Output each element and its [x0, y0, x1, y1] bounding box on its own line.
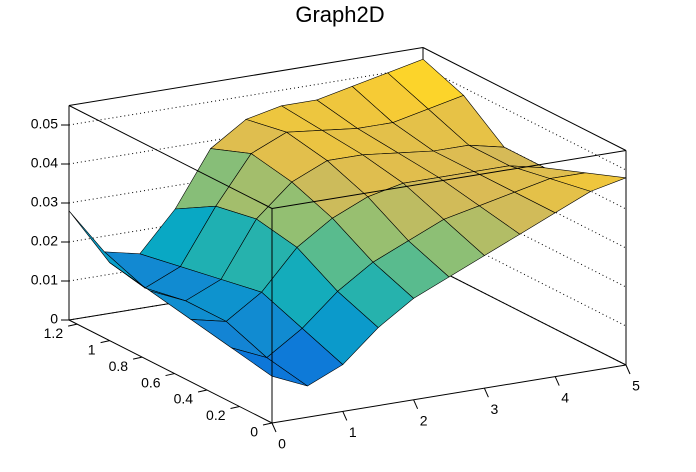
tick-mark [483, 387, 489, 398]
tick-mark [197, 389, 208, 393]
x-tick-label: 5 [632, 378, 640, 394]
z-tick-label: 0.02 [31, 233, 58, 249]
surface-cell [231, 347, 308, 387]
y-tick-label: 0.4 [174, 391, 194, 407]
tick-mark [68, 323, 78, 327]
y-tick-label: 0.2 [206, 407, 226, 423]
axis-frame [68, 47, 424, 106]
tick-mark [230, 406, 240, 410]
x-axis [271, 364, 627, 424]
y-tick-label: 0.8 [109, 358, 129, 374]
y-axis [68, 319, 273, 424]
z-tick-label: 0.03 [31, 194, 58, 210]
x-tick-label: 2 [420, 413, 428, 429]
x-tick-label: 1 [349, 424, 357, 440]
z-tick-label: 0.01 [31, 272, 58, 288]
y-tick-label: 1 [88, 341, 96, 357]
y-tick-label: 0 [250, 424, 258, 440]
z-tick-label: 0 [50, 311, 58, 327]
tick-mark [342, 411, 348, 421]
tick-mark [271, 422, 277, 433]
tick-mark [262, 422, 273, 426]
axis-frame [68, 105, 273, 209]
z-tick-label: 0.05 [31, 116, 58, 132]
tick-mark [554, 376, 560, 386]
y-tick-label: 1.2 [44, 325, 64, 341]
tick-mark [100, 340, 110, 344]
x-tick-label: 4 [561, 389, 569, 405]
z-tick-label: 0.04 [31, 155, 58, 171]
tick-mark [625, 364, 631, 375]
axis-frame [422, 47, 627, 151]
tick-mark [413, 399, 419, 410]
x-tick-label: 3 [491, 401, 499, 417]
axis-frame [271, 150, 627, 209]
chart-title: Graph2D [295, 2, 384, 27]
y-tick-label: 0.6 [141, 374, 161, 390]
tick-mark [165, 373, 175, 377]
axis-frame [422, 261, 627, 366]
x-tick-label: 0 [278, 436, 286, 452]
tick-mark [132, 356, 143, 360]
